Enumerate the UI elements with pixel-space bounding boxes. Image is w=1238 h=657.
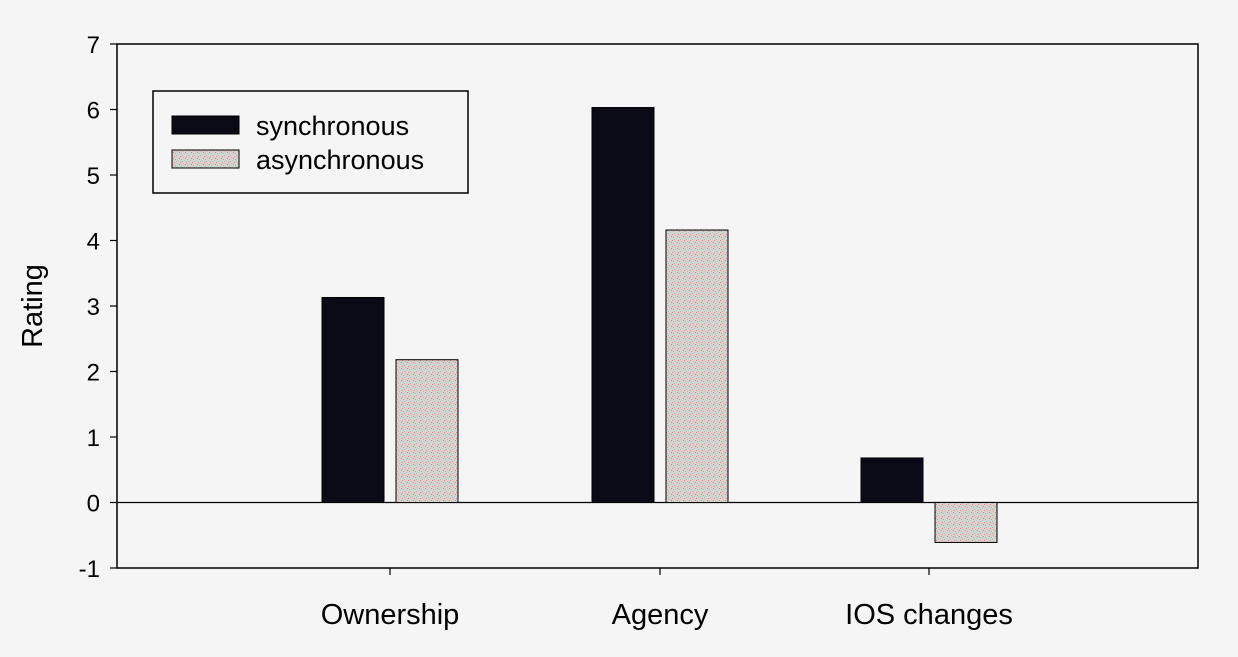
x-axis: Ownership Agency IOS changes: [321, 568, 1013, 631]
y-axis: -1 0 1 2 3 4 5 6 7: [79, 32, 117, 583]
bars: [321, 107, 998, 543]
y-axis-title: Rating: [17, 264, 49, 348]
y-tick-label: 5: [87, 163, 100, 190]
legend-box: [152, 90, 469, 194]
y-tick-label: 0: [87, 491, 100, 518]
bar-synchronous-ios-changes: [860, 457, 924, 503]
y-tick-label: 3: [87, 294, 100, 321]
bar-synchronous-ownership: [321, 296, 385, 503]
legend-swatch-asynchronous: [171, 149, 240, 169]
bar-synchronous-agency: [591, 107, 655, 503]
legend: synchronous asynchronous: [152, 90, 469, 194]
x-category-label: Agency: [612, 599, 709, 631]
y-tick-label: 1: [87, 425, 100, 452]
legend-label-asynchronous: asynchronous: [256, 145, 424, 175]
y-tick-label: 6: [87, 98, 100, 125]
bar-asynchronous-ownership: [395, 359, 459, 503]
x-category-label: Ownership: [321, 599, 460, 631]
x-category-label: IOS changes: [845, 599, 1013, 631]
bar-asynchronous-ios-changes: [934, 502, 998, 543]
legend-swatch-synchronous: [171, 115, 240, 135]
y-tick-label: 4: [87, 229, 100, 256]
y-tick-label: 7: [87, 32, 100, 59]
bar-asynchronous-agency: [665, 229, 729, 504]
y-tick-label: -1: [79, 556, 100, 583]
legend-label-synchronous: synchronous: [256, 111, 409, 141]
y-tick-label: 2: [87, 360, 100, 387]
